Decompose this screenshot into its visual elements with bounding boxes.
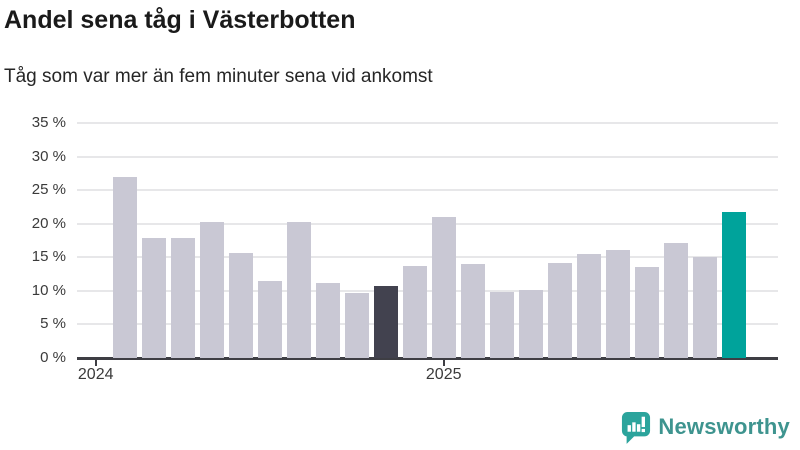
gridline xyxy=(77,189,778,192)
bar xyxy=(605,249,630,358)
bar xyxy=(257,280,282,358)
gridline xyxy=(77,256,778,259)
bar xyxy=(141,237,166,358)
bar xyxy=(344,292,369,358)
x-axis-label: 2025 xyxy=(425,366,462,383)
gridline xyxy=(77,289,778,292)
bar xyxy=(518,290,543,358)
gridline xyxy=(77,222,778,225)
y-axis-label: 35 % xyxy=(31,114,66,131)
chart-title: Andel sena tåg i Västerbotten xyxy=(4,6,356,34)
y-axis-label: 25 % xyxy=(31,181,66,199)
newsworthy-logo-text: Newsworthy xyxy=(658,414,790,439)
bar xyxy=(228,252,253,358)
bar xyxy=(402,266,427,358)
y-axis-label: 30 % xyxy=(31,147,66,165)
y-axis-label: 10 % xyxy=(31,281,66,299)
newsworthy-logo-icon xyxy=(622,411,651,444)
bar xyxy=(692,256,717,358)
y-axis-label: 15 % xyxy=(31,248,66,266)
gridline xyxy=(77,323,778,326)
bar xyxy=(663,243,688,358)
bar xyxy=(431,217,456,358)
plot-area xyxy=(77,122,778,360)
bar xyxy=(170,237,195,358)
y-axis-label: 5 % xyxy=(40,315,66,333)
chart-subtitle: Tåg som var mer än fem minuter sena vid … xyxy=(4,66,433,87)
bar xyxy=(576,253,601,358)
x-axis-tick xyxy=(94,359,97,366)
bar xyxy=(634,266,659,358)
x-axis-tick xyxy=(442,359,445,366)
bar xyxy=(489,291,514,358)
y-axis-label: 20 % xyxy=(31,214,66,232)
bar xyxy=(286,222,311,358)
bar xyxy=(315,282,340,358)
bar xyxy=(199,222,224,358)
x-axis-line xyxy=(77,357,778,360)
y-axis-label: 0 % xyxy=(40,349,66,366)
bar xyxy=(547,262,572,358)
gridline xyxy=(77,155,778,158)
newsworthy-logo: Newsworthy xyxy=(621,408,790,446)
bar xyxy=(460,264,485,358)
gridline xyxy=(77,122,778,124)
bar-current-month xyxy=(721,211,746,358)
bar xyxy=(112,176,137,358)
bar-comparison-month xyxy=(373,286,398,358)
x-axis-label: 2024 xyxy=(77,366,114,383)
